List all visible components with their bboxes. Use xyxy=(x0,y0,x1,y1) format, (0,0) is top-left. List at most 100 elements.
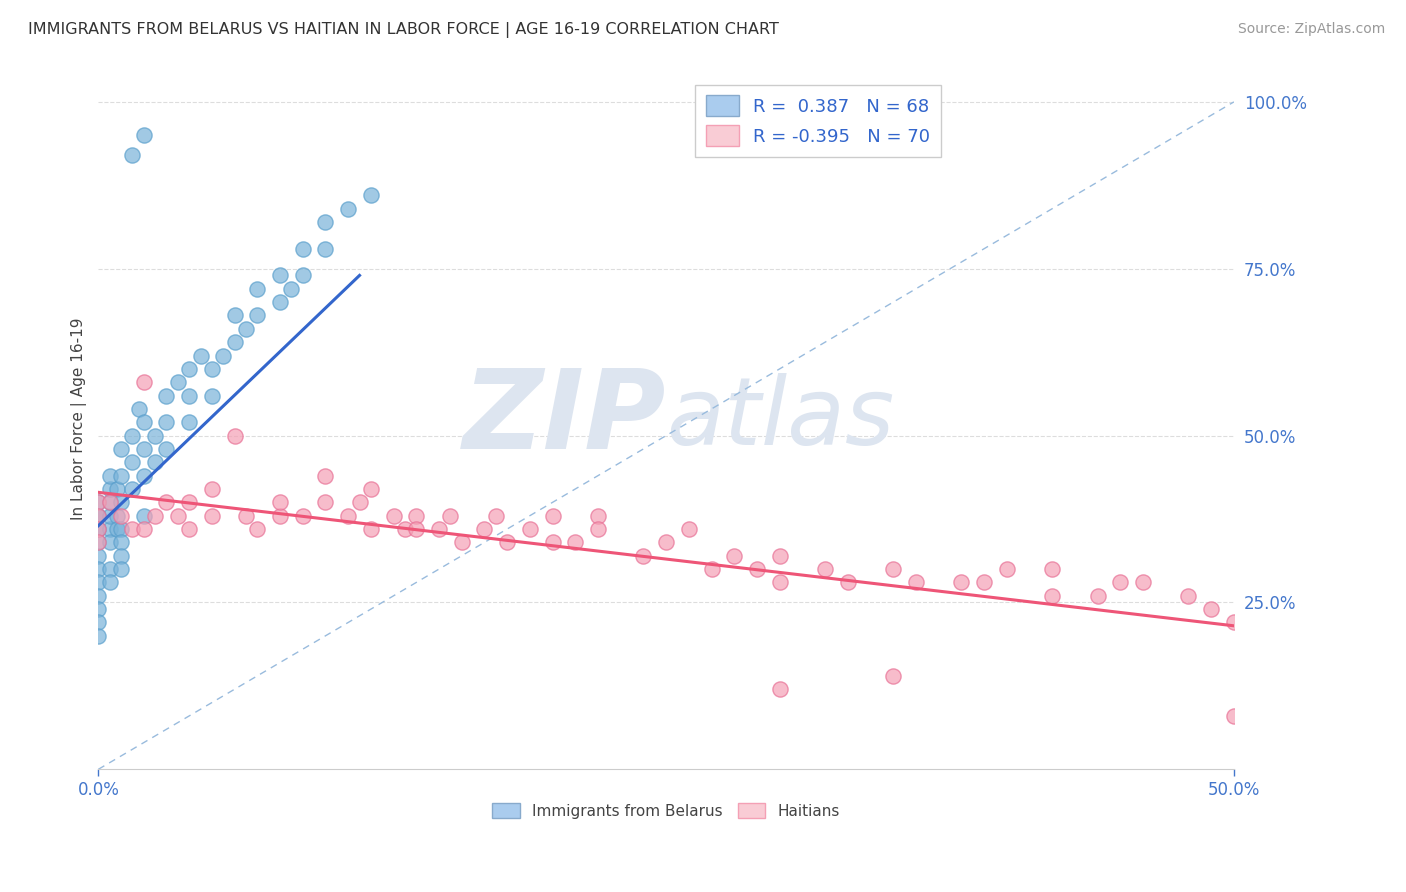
Point xyxy=(1223,615,1246,630)
Point xyxy=(349,495,371,509)
Point xyxy=(973,575,995,590)
Point xyxy=(155,415,177,429)
Point xyxy=(269,268,291,283)
Point xyxy=(132,442,155,456)
Point xyxy=(586,508,609,523)
Point xyxy=(87,495,110,509)
Point xyxy=(98,495,121,509)
Point xyxy=(105,482,128,496)
Point xyxy=(1199,602,1222,616)
Point xyxy=(201,388,224,402)
Point xyxy=(485,508,508,523)
Point xyxy=(110,442,132,456)
Point xyxy=(427,522,450,536)
Point xyxy=(1040,562,1063,576)
Point xyxy=(700,562,723,576)
Point xyxy=(882,562,904,576)
Point xyxy=(995,562,1018,576)
Point xyxy=(110,549,132,563)
Point xyxy=(98,482,121,496)
Point xyxy=(564,535,586,549)
Point xyxy=(360,188,382,202)
Point xyxy=(337,508,360,523)
Point xyxy=(132,468,155,483)
Point xyxy=(314,242,336,256)
Point xyxy=(105,522,128,536)
Point xyxy=(132,415,155,429)
Point xyxy=(474,522,496,536)
Point xyxy=(246,522,269,536)
Point xyxy=(1223,709,1246,723)
Point xyxy=(155,495,177,509)
Point xyxy=(904,575,927,590)
Point xyxy=(110,522,132,536)
Point xyxy=(224,335,246,350)
Point xyxy=(633,549,655,563)
Text: ZIP: ZIP xyxy=(463,366,666,473)
Point xyxy=(212,349,235,363)
Point xyxy=(110,508,132,523)
Point xyxy=(143,455,166,469)
Point xyxy=(439,508,461,523)
Point xyxy=(1177,589,1199,603)
Point xyxy=(98,535,121,549)
Text: atlas: atlas xyxy=(666,374,894,465)
Point xyxy=(519,522,541,536)
Point xyxy=(87,508,110,523)
Point xyxy=(541,535,564,549)
Point xyxy=(110,562,132,576)
Point xyxy=(121,522,143,536)
Point xyxy=(87,615,110,630)
Point xyxy=(723,549,745,563)
Point xyxy=(155,442,177,456)
Point xyxy=(155,388,177,402)
Point xyxy=(87,549,110,563)
Point xyxy=(132,375,155,389)
Point xyxy=(105,508,128,523)
Point xyxy=(201,482,224,496)
Point xyxy=(678,522,700,536)
Point xyxy=(179,362,201,376)
Point xyxy=(246,309,269,323)
Point xyxy=(87,589,110,603)
Point xyxy=(201,362,224,376)
Point xyxy=(745,562,768,576)
Point xyxy=(405,522,427,536)
Point xyxy=(98,522,121,536)
Point xyxy=(269,508,291,523)
Point xyxy=(405,508,427,523)
Point xyxy=(382,508,405,523)
Text: IMMIGRANTS FROM BELARUS VS HAITIAN IN LABOR FORCE | AGE 16-19 CORRELATION CHART: IMMIGRANTS FROM BELARUS VS HAITIAN IN LA… xyxy=(28,22,779,38)
Point xyxy=(882,669,904,683)
Point xyxy=(143,428,166,442)
Point xyxy=(110,495,132,509)
Point xyxy=(87,522,110,536)
Point xyxy=(87,562,110,576)
Y-axis label: In Labor Force | Age 16-19: In Labor Force | Age 16-19 xyxy=(72,318,87,520)
Point xyxy=(291,268,314,283)
Point xyxy=(121,482,143,496)
Point xyxy=(166,508,188,523)
Point xyxy=(450,535,472,549)
Point xyxy=(98,508,121,523)
Point xyxy=(394,522,416,536)
Point xyxy=(179,495,201,509)
Point xyxy=(121,428,143,442)
Legend: Immigrants from Belarus, Haitians: Immigrants from Belarus, Haitians xyxy=(486,797,846,825)
Point xyxy=(121,455,143,469)
Point xyxy=(132,522,155,536)
Point xyxy=(314,468,336,483)
Point xyxy=(87,602,110,616)
Point xyxy=(360,482,382,496)
Point xyxy=(98,468,121,483)
Point xyxy=(98,495,121,509)
Point xyxy=(291,508,314,523)
Point xyxy=(143,508,166,523)
Point xyxy=(269,295,291,310)
Point xyxy=(950,575,973,590)
Point xyxy=(246,282,269,296)
Point xyxy=(814,562,837,576)
Point xyxy=(1040,589,1063,603)
Point xyxy=(314,215,336,229)
Point xyxy=(541,508,564,523)
